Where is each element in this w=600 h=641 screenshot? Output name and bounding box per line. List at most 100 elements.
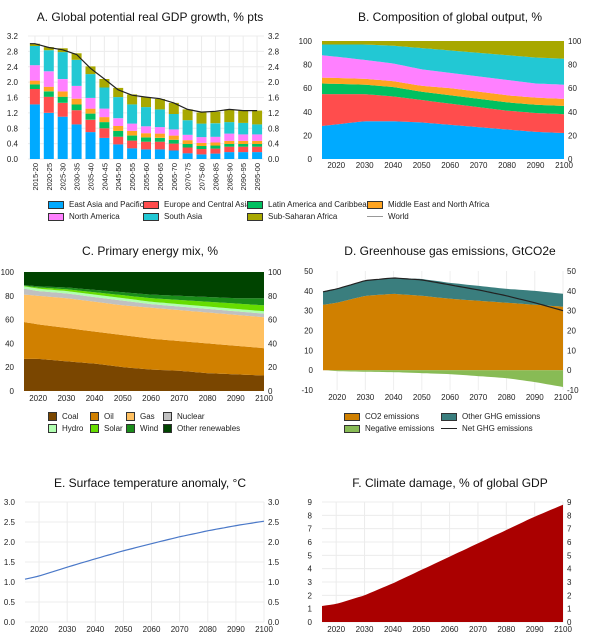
y-tick-label-left: 40 xyxy=(303,108,312,117)
bar-segment xyxy=(196,145,207,149)
x-tick-label: 2050 xyxy=(114,394,132,403)
legend-label: Oil xyxy=(104,412,114,421)
y-tick-label-left: 100 xyxy=(299,37,313,46)
y-tick-label-right: 20 xyxy=(268,363,277,372)
bar-segment xyxy=(224,133,235,141)
bar-segment xyxy=(168,129,179,136)
x-tick-label: 2080 xyxy=(498,161,516,170)
y-tick-label-right: 4 xyxy=(567,565,572,574)
bar-segment xyxy=(238,122,249,135)
legend-item: World xyxy=(367,212,409,221)
legend-label: Wind xyxy=(140,424,159,433)
x-tick-label: 2040-45 xyxy=(100,163,109,191)
bar-segment xyxy=(43,91,54,97)
x-tick-label: 2055-60 xyxy=(142,163,151,191)
y-tick-label-right: 2 xyxy=(567,591,572,600)
x-tick-label: 2020 xyxy=(327,161,345,170)
x-tick-label: 2060 xyxy=(441,625,459,634)
y-tick-label-right: 5 xyxy=(567,551,572,560)
legend-swatch xyxy=(48,412,57,421)
x-tick-label: 2075-80 xyxy=(198,163,207,191)
legend-item: CO2 emissions xyxy=(344,412,419,421)
x-tick-label: 2030 xyxy=(356,161,374,170)
legend-item: Hydro xyxy=(48,424,83,433)
bar-segment xyxy=(127,94,138,105)
bar-segment xyxy=(210,153,221,159)
bar-segment xyxy=(154,99,165,110)
x-tick-label: 2030-35 xyxy=(73,163,82,191)
x-tick-label: 2030 xyxy=(356,625,374,634)
area-negative-emissions xyxy=(323,370,563,387)
legend-swatch xyxy=(344,424,360,433)
x-tick-label: 2060 xyxy=(441,393,459,402)
line-world xyxy=(29,43,258,113)
legend-label: Other GHG emissions xyxy=(462,412,541,421)
legend-item: Oil xyxy=(90,412,114,421)
area-other-ghg-emissions xyxy=(323,278,563,307)
bar-segment xyxy=(43,71,54,87)
x-tick-label: 2050 xyxy=(412,625,430,634)
legend-item: Middle East and North Africa xyxy=(367,200,489,209)
bar-segment xyxy=(99,117,110,123)
area-coal xyxy=(24,358,264,391)
bar-segment xyxy=(182,109,193,121)
legend-item: Sub-Saharan Africa xyxy=(247,212,337,221)
legend-swatch xyxy=(48,200,64,209)
y-tick-label-left: 1.2 xyxy=(7,109,19,118)
bar-segment xyxy=(127,130,138,136)
area-europe-and-central-asia xyxy=(322,94,564,133)
legend-swatch xyxy=(163,424,172,433)
x-tick-label: 2040 xyxy=(384,161,402,170)
panel-a-gdp-growth: A. Global potential real GDP growth, % p… xyxy=(0,0,300,195)
x-tick-label: 2015-20 xyxy=(31,163,40,191)
legend-item: Solar xyxy=(90,424,123,433)
y-tick-label-right: 0.0 xyxy=(268,618,280,627)
bar-segment xyxy=(71,110,82,125)
legend-label: CO2 emissions xyxy=(365,412,420,421)
y-tick-label-left: 1.0 xyxy=(4,578,16,587)
y-tick-label-left: 0.8 xyxy=(7,124,19,133)
x-tick-label: 2095-00 xyxy=(253,163,262,191)
legend-item: South Asia xyxy=(143,212,202,221)
legend-label: Sub-Saharan Africa xyxy=(268,212,338,221)
legend-swatch xyxy=(344,412,360,421)
legend-emissions: CO2 emissions Other GHG emissions Negati… xyxy=(344,412,594,438)
bar-segment xyxy=(57,102,68,117)
x-tick-label: 2090 xyxy=(227,394,245,403)
y-tick-label-right: 9 xyxy=(567,498,572,507)
bar-segment xyxy=(141,107,151,127)
y-tick-label-right: 20 xyxy=(567,327,576,336)
bar-segment xyxy=(154,149,165,159)
x-tick-label: 2020-25 xyxy=(45,163,54,191)
x-tick-label: 2080-85 xyxy=(211,163,220,191)
legend-swatch xyxy=(126,412,135,421)
chart-title: C. Primary energy mix, % xyxy=(81,244,219,258)
x-tick-label: 2070 xyxy=(469,625,487,634)
bar-segment xyxy=(182,147,193,154)
legend-label: Coal xyxy=(62,412,79,421)
bar-segment xyxy=(85,113,96,120)
bar-segment xyxy=(99,122,110,129)
y-tick-label-left: 40 xyxy=(5,339,14,348)
legend-swatch xyxy=(163,412,172,421)
x-tick-label: 2050 xyxy=(413,393,431,402)
bar-segment xyxy=(252,144,263,147)
bar-segment xyxy=(238,146,249,153)
y-tick-label-left: 80 xyxy=(303,61,312,70)
legend-item: East Asia and Pacific xyxy=(48,200,144,209)
x-tick-label: 2060 xyxy=(143,625,161,634)
legend-label: Latin America and Caribbean xyxy=(268,200,372,209)
bar-segment xyxy=(224,152,235,159)
y-tick-label-left: 2 xyxy=(308,591,313,600)
y-tick-label-left: 2.0 xyxy=(7,78,19,87)
bar-segment xyxy=(154,137,165,142)
bar-segment xyxy=(154,141,165,150)
bar-segment xyxy=(168,114,179,130)
area-south-asia xyxy=(322,44,564,85)
x-tick-label: 2090 xyxy=(227,625,245,634)
area-wind xyxy=(24,285,264,306)
x-tick-label: 2035-40 xyxy=(87,163,96,191)
y-tick-label-left: 1.6 xyxy=(7,94,19,103)
bar-segment xyxy=(252,110,263,125)
